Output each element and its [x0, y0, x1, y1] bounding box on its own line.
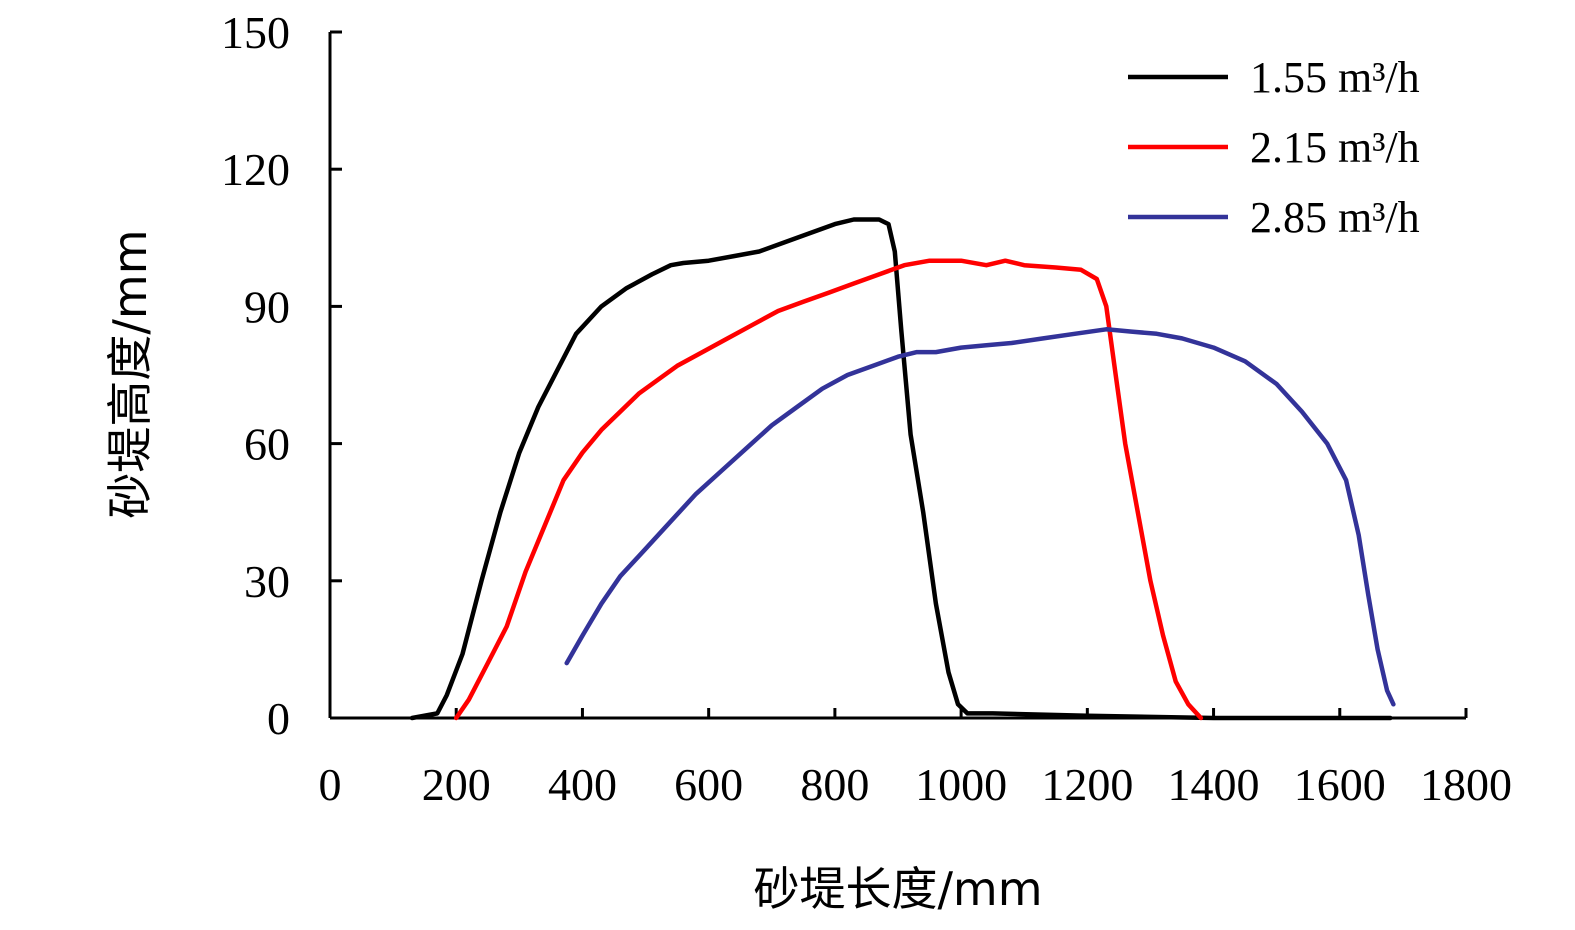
y-tick-label: 120	[221, 144, 290, 195]
series-line-2	[453, 258, 1204, 721]
y-tick-label: 60	[244, 419, 290, 470]
y-tick-label: 150	[221, 7, 290, 58]
x-tick-label: 200	[422, 759, 491, 810]
legend-label: 1.55 m³/h	[1250, 53, 1420, 102]
x-ticks: 0 200 400 600 800 1000 1200 1400 1600 1800	[319, 708, 1512, 810]
x-tick-label: 600	[674, 759, 743, 810]
x-tick-label: 1000	[915, 759, 1007, 810]
y-ticks: 0 30 60 90 120 150	[221, 7, 342, 744]
legend: 1.55 m³/h 2.15 m³/h 2.85 m³/h	[1128, 53, 1420, 242]
x-tick-label: 1800	[1420, 759, 1512, 810]
x-axis-title: 砂堤长度/mm	[753, 862, 1042, 916]
y-axis-title: 砂堤高度/mm	[103, 229, 157, 518]
y-tick-label: 30	[244, 556, 290, 607]
x-tick-label: 1200	[1041, 759, 1133, 810]
x-tick-label: 1600	[1294, 759, 1386, 810]
series-line-1	[409, 217, 1393, 721]
x-tick-label: 800	[800, 759, 869, 810]
x-tick-label: 0	[319, 759, 342, 810]
y-tick-label: 90	[244, 281, 290, 332]
series-lines	[409, 217, 1396, 721]
legend-label: 2.85 m³/h	[1250, 193, 1420, 242]
series-line-3	[564, 327, 1396, 707]
y-tick-label: 0	[267, 693, 290, 744]
x-tick-label: 400	[548, 759, 617, 810]
legend-label: 2.15 m³/h	[1250, 123, 1420, 172]
x-tick-label: 1400	[1168, 759, 1260, 810]
